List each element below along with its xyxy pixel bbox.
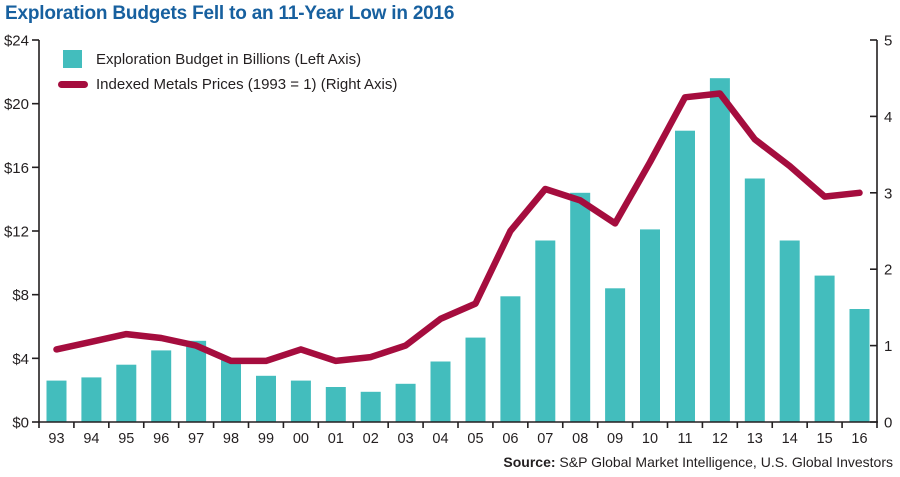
bar-05 [465, 337, 486, 422]
legend-bar-swatch-wrap [58, 50, 96, 68]
bar-96 [151, 350, 172, 422]
left-axis-tick-label: $8 [12, 287, 29, 304]
line-swatch-icon [58, 81, 88, 88]
bar-95 [116, 364, 137, 422]
right-axis-tick-label: 4 [884, 109, 892, 126]
x-axis-year-label: 12 [712, 431, 728, 447]
bar-01 [325, 387, 346, 422]
bar-98 [221, 359, 241, 422]
bar-09 [605, 288, 626, 422]
bar-00 [290, 380, 311, 422]
legend-line-label: Indexed Metals Prices (1993 = 1) (Right … [96, 76, 398, 93]
x-axis-year-label: 02 [363, 431, 379, 447]
right-axis-tick-label: 2 [884, 262, 892, 279]
left-axis-tick-label: $24 [4, 33, 29, 50]
source-label: Source: [503, 454, 556, 470]
x-axis-year-label: 94 [83, 431, 99, 447]
x-axis-year-label: 06 [502, 431, 518, 447]
bar-11 [675, 130, 695, 422]
left-axis-tick-label: $16 [4, 160, 29, 177]
x-axis-year-label: 15 [817, 431, 833, 447]
x-axis-year-label: 11 [677, 431, 692, 447]
x-axis-year-label: 03 [398, 431, 414, 447]
bar-03 [395, 383, 416, 422]
metals-price-line [53, 90, 863, 365]
x-axis-year-label: 00 [293, 431, 309, 447]
left-axis-tick-label: $4 [12, 351, 29, 368]
bar-06 [500, 296, 521, 422]
legend: Exploration Budget in Billions (Left Axi… [58, 50, 397, 93]
x-axis-year-label: 07 [537, 431, 553, 447]
right-axis-tick-label: 1 [884, 338, 892, 355]
bar-swatch-icon [63, 50, 82, 68]
bar-16 [849, 309, 870, 422]
bar-08 [570, 192, 591, 422]
x-axis-year-label: 04 [432, 431, 448, 447]
bar-13 [744, 178, 765, 422]
x-axis-year-label: 13 [747, 431, 763, 447]
bar-14 [779, 240, 800, 422]
legend-bar-label: Exploration Budget in Billions (Left Axi… [96, 50, 362, 68]
left-axis-tick-label: $0 [12, 415, 29, 432]
x-axis-year-label: 98 [223, 431, 239, 447]
legend-item-bars: Exploration Budget in Billions (Left Axi… [58, 50, 397, 68]
chart-title: Exploration Budgets Fell to an 11-Year L… [5, 3, 455, 24]
x-axis-year-label: 10 [642, 431, 658, 447]
x-axis-year-label: 09 [607, 431, 623, 447]
left-axis-tick-label: $20 [4, 96, 29, 113]
left-axis-tick-label: $12 [4, 224, 29, 241]
x-axis-year-label: 96 [153, 431, 169, 447]
bar-15 [814, 275, 835, 422]
x-axis-year-label: 05 [467, 431, 483, 447]
bar-07 [535, 240, 556, 422]
right-axis-tick-label: 5 [884, 33, 892, 50]
bar-10 [640, 229, 660, 422]
x-axis-year-label: 14 [782, 431, 798, 447]
bar-93 [46, 380, 67, 422]
x-axis-year-label: 08 [572, 431, 588, 447]
x-axis-year-label: 16 [851, 431, 867, 447]
x-axis-year-label: 97 [188, 431, 204, 447]
bar-97 [186, 340, 207, 422]
x-axis-year-label: 95 [118, 431, 134, 447]
bar-04 [430, 361, 451, 422]
bar-02 [360, 391, 381, 422]
bar-99 [256, 375, 276, 422]
legend-line-swatch-wrap [58, 81, 96, 88]
x-axis-year-label: 01 [328, 431, 344, 447]
source-text: S&P Global Market Intelligence, U.S. Glo… [555, 454, 893, 470]
x-axis-year-label: 93 [48, 431, 64, 447]
legend-item-line: Indexed Metals Prices (1993 = 1) (Right … [58, 76, 397, 93]
bar-12 [709, 78, 730, 422]
right-axis-tick-label: 0 [884, 415, 892, 432]
bar-94 [81, 377, 102, 422]
right-axis-tick-label: 3 [884, 185, 892, 202]
x-axis-year-label: 99 [258, 431, 274, 447]
source-note: Source: S&P Global Market Intelligence, … [503, 454, 893, 470]
